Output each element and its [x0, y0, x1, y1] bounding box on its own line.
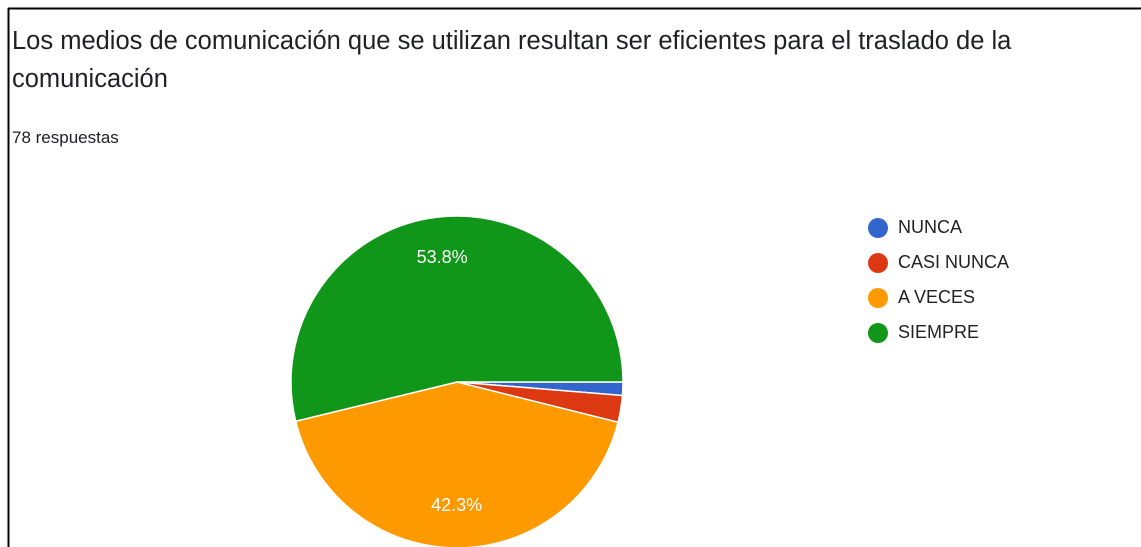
legend-label: NUNCA	[898, 217, 962, 237]
legend-swatch	[868, 288, 888, 308]
pie-slice	[290, 215, 624, 423]
slice-label: 53.8%	[417, 247, 468, 267]
legend-swatch	[868, 218, 888, 238]
pie-slice	[294, 381, 619, 547]
chart-title: Los medios de comunicación que se utiliz…	[12, 27, 1012, 93]
legend-label: A VECES	[898, 287, 975, 307]
legend-label: SIEMPRE	[898, 322, 979, 342]
chart-subtitle: 78 respuestas	[12, 128, 119, 147]
legend-swatch	[868, 253, 888, 273]
legend-label: CASI NUNCA	[898, 252, 1009, 272]
legend-swatch	[868, 323, 888, 343]
slice-label: 42.3%	[431, 495, 482, 515]
